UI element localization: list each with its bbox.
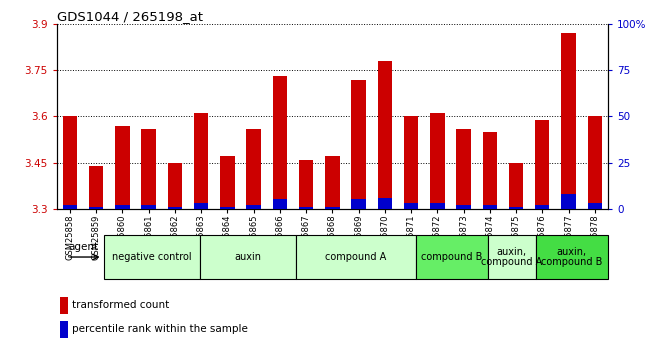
Bar — [325, 156, 339, 209]
Bar — [325, 207, 339, 209]
FancyBboxPatch shape — [296, 236, 415, 278]
Bar — [299, 207, 313, 209]
Bar — [456, 129, 471, 209]
Text: auxin,
compound A: auxin, compound A — [481, 247, 542, 267]
Bar — [509, 207, 523, 209]
Text: GDS1044 / 265198_at: GDS1044 / 265198_at — [57, 10, 203, 23]
Bar — [482, 205, 497, 209]
Text: compound A: compound A — [325, 252, 386, 262]
Bar — [59, 321, 68, 338]
Bar — [351, 199, 366, 209]
Bar — [588, 116, 602, 209]
Text: auxin: auxin — [234, 252, 261, 262]
Text: transformed count: transformed count — [72, 300, 170, 310]
FancyBboxPatch shape — [200, 236, 296, 278]
Bar — [63, 116, 77, 209]
Bar — [404, 203, 418, 209]
Bar — [456, 205, 471, 209]
FancyBboxPatch shape — [536, 236, 608, 278]
Bar — [299, 159, 313, 209]
Bar — [377, 61, 392, 209]
Bar — [588, 203, 602, 209]
FancyBboxPatch shape — [488, 236, 536, 278]
Bar — [220, 207, 234, 209]
Text: percentile rank within the sample: percentile rank within the sample — [72, 325, 248, 334]
Bar — [273, 77, 287, 209]
Text: auxin,
compound B: auxin, compound B — [541, 247, 603, 267]
Bar — [246, 205, 261, 209]
Bar — [89, 207, 104, 209]
Bar — [351, 79, 366, 209]
Bar — [142, 129, 156, 209]
Bar — [115, 126, 130, 209]
FancyBboxPatch shape — [104, 236, 200, 278]
Bar — [168, 207, 182, 209]
Bar — [561, 33, 576, 209]
Bar — [430, 114, 444, 209]
Bar — [89, 166, 104, 209]
Text: agent: agent — [69, 242, 99, 252]
Text: negative control: negative control — [112, 252, 192, 262]
Bar — [115, 205, 130, 209]
Bar — [430, 203, 444, 209]
Text: compound B: compound B — [421, 252, 482, 262]
Bar — [142, 205, 156, 209]
Bar — [509, 162, 523, 209]
Bar — [59, 297, 68, 314]
Bar — [194, 203, 208, 209]
Bar — [63, 205, 77, 209]
Bar — [377, 198, 392, 209]
Bar — [273, 199, 287, 209]
Bar — [220, 156, 234, 209]
FancyBboxPatch shape — [415, 236, 488, 278]
Bar — [535, 205, 550, 209]
Bar — [246, 129, 261, 209]
Bar — [168, 162, 182, 209]
Bar — [561, 194, 576, 209]
Bar — [404, 116, 418, 209]
Bar — [482, 132, 497, 209]
Bar — [535, 119, 550, 209]
Bar — [194, 114, 208, 209]
